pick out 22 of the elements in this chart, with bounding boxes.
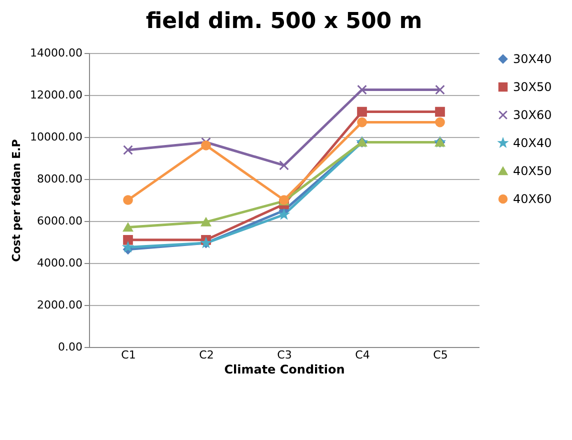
y-tick-label: 14000.00 [30,46,82,60]
y-tick-label: 2000.00 [37,298,82,312]
y-tick-label: 10000.00 [30,130,82,144]
x-tick-label: C3 [277,348,292,362]
y-tick-label: 8000.00 [37,172,82,186]
x-tick-label: C2 [199,348,214,362]
y-tick-label: 4000.00 [37,256,82,270]
x-axis-title: Climate Condition [224,362,345,376]
x-tick-label: C5 [433,348,448,362]
x-tick-label: C4 [355,348,370,362]
chart-title: field dim. 500 x 500 m [146,9,422,34]
legend-label: 30X50 [513,80,552,94]
legend-label: 40X40 [513,136,552,150]
legend-label: 40X50 [513,164,552,178]
legend-label: 30X60 [513,108,552,122]
legend-label: 30X40 [513,52,552,66]
y-axis-title: Cost per feddan E.P [10,139,24,262]
x-tick-label: C1 [121,348,136,362]
y-tick-label: 0.00 [58,340,82,354]
y-tick-label: 6000.00 [37,214,82,228]
legend-label: 40X60 [513,192,552,206]
y-tick-label: 12000.00 [30,88,82,102]
